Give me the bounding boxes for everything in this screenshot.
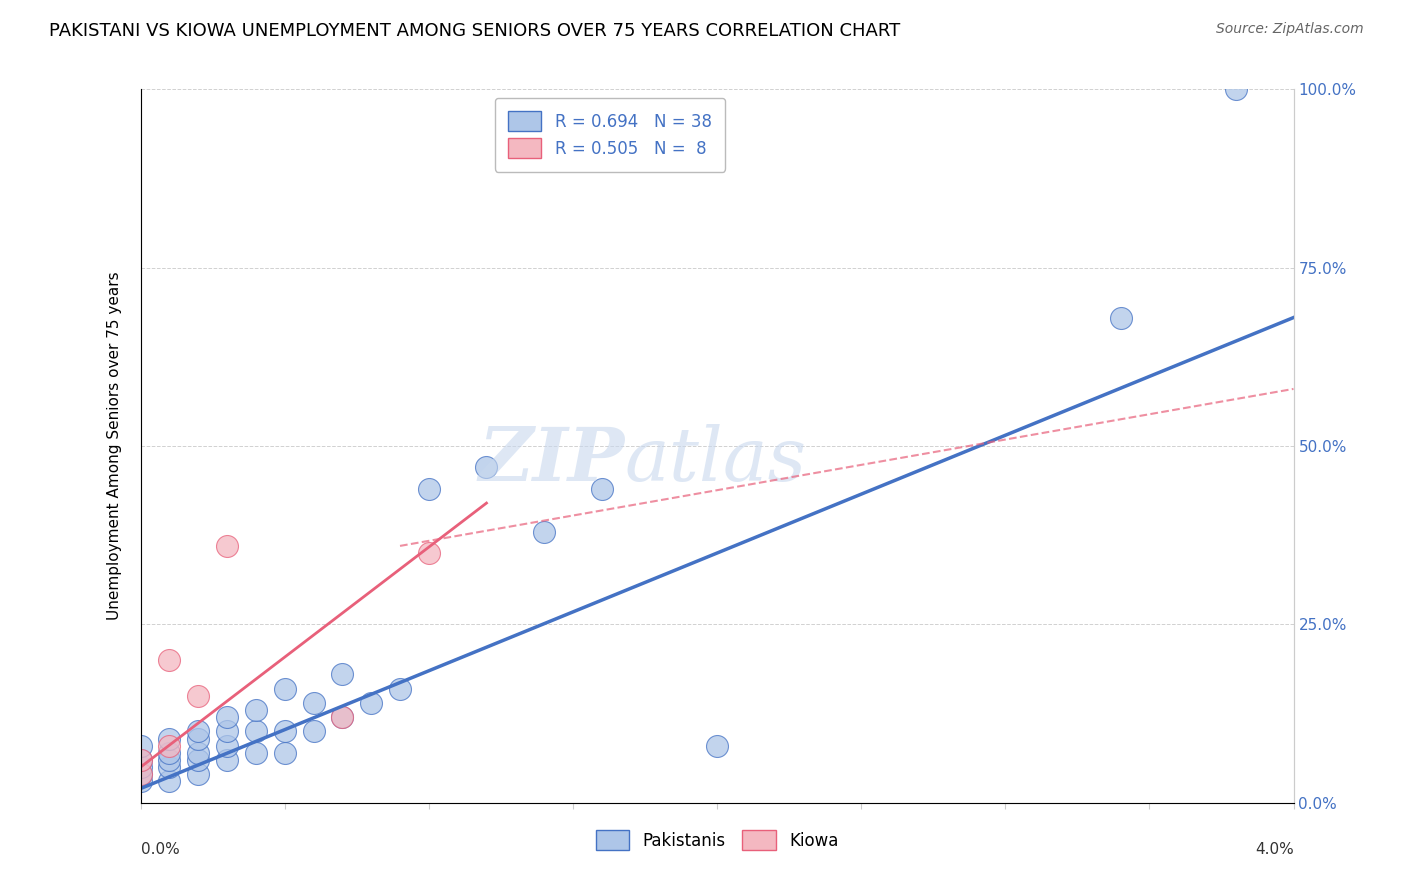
Point	[159, 731, 180, 746]
Point	[706, 739, 728, 753]
Point	[159, 746, 180, 760]
Point	[1109, 310, 1132, 325]
Point	[332, 710, 354, 724]
Point	[274, 746, 297, 760]
Point	[245, 746, 267, 760]
Point	[217, 724, 239, 739]
Point	[159, 653, 180, 667]
Point	[217, 739, 239, 753]
Text: 0.0%: 0.0%	[141, 842, 180, 857]
Point	[418, 546, 440, 560]
Point	[388, 681, 411, 696]
Point	[159, 760, 180, 774]
Point	[187, 753, 209, 767]
Point	[245, 703, 267, 717]
Point	[129, 767, 152, 781]
Point	[129, 774, 152, 789]
Point	[302, 724, 325, 739]
Point	[217, 539, 239, 553]
Point	[159, 739, 180, 753]
Point	[418, 482, 440, 496]
Point	[129, 753, 152, 767]
Point	[187, 767, 209, 781]
Point	[332, 667, 354, 681]
Point	[360, 696, 382, 710]
Legend: Pakistanis, Kiowa: Pakistanis, Kiowa	[588, 822, 846, 859]
Point	[129, 739, 152, 753]
Point	[187, 689, 209, 703]
Point	[302, 696, 325, 710]
Point	[274, 681, 297, 696]
Point	[533, 524, 555, 539]
Text: PAKISTANI VS KIOWA UNEMPLOYMENT AMONG SENIORS OVER 75 YEARS CORRELATION CHART: PAKISTANI VS KIOWA UNEMPLOYMENT AMONG SE…	[49, 22, 900, 40]
Text: 4.0%: 4.0%	[1254, 842, 1294, 857]
Point	[274, 724, 297, 739]
Point	[475, 460, 498, 475]
Point	[591, 482, 613, 496]
Point	[159, 774, 180, 789]
Point	[245, 724, 267, 739]
Point	[129, 760, 152, 774]
Point	[217, 710, 239, 724]
Point	[217, 753, 239, 767]
Point	[1225, 82, 1247, 96]
Point	[159, 753, 180, 767]
Text: ZIP: ZIP	[478, 424, 624, 497]
Y-axis label: Unemployment Among Seniors over 75 years: Unemployment Among Seniors over 75 years	[107, 272, 122, 620]
Point	[129, 767, 152, 781]
Point	[187, 731, 209, 746]
Point	[129, 753, 152, 767]
Text: Source: ZipAtlas.com: Source: ZipAtlas.com	[1216, 22, 1364, 37]
Point	[187, 746, 209, 760]
Point	[332, 710, 354, 724]
Point	[187, 724, 209, 739]
Text: atlas: atlas	[624, 424, 807, 497]
